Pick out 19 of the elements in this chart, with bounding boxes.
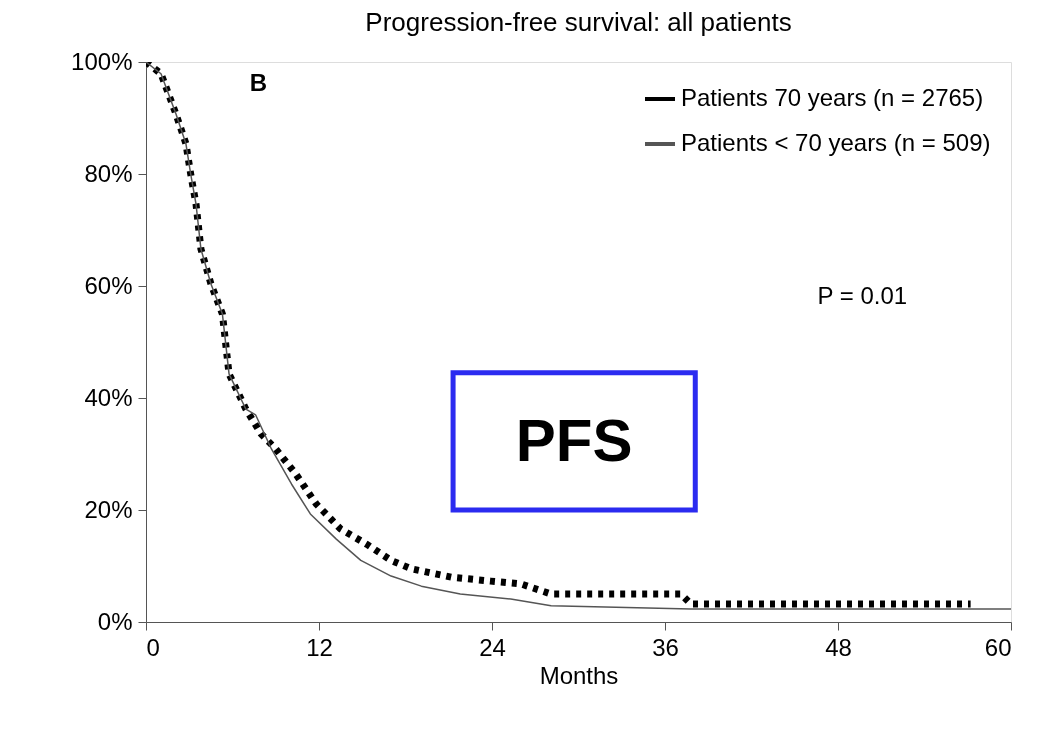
- x-tick-label: 24: [479, 633, 506, 661]
- y-tick-label: 20%: [84, 495, 133, 523]
- legend-label: Patients < 70 years (n = 509): [681, 129, 991, 156]
- annotation: P = 0.01: [817, 282, 908, 310]
- y-tick-label: 60%: [84, 271, 133, 299]
- x-tick-label: 12: [306, 633, 333, 661]
- chart-title: Progression-free survival: all patients: [365, 7, 792, 37]
- y-tick-label: 0%: [97, 607, 133, 635]
- x-axis-title: Months: [539, 661, 619, 689]
- legend-label: Patients 70 years (n = 2765): [681, 84, 984, 111]
- annotation: PFS: [515, 406, 633, 474]
- x-tick-label: 36: [652, 633, 679, 661]
- annotation: B: [249, 69, 268, 97]
- x-tick-label: 60: [984, 633, 1012, 661]
- x-tick-label: 48: [825, 633, 852, 661]
- x-tick-label: 0: [146, 633, 160, 661]
- y-tick-label: 40%: [84, 383, 133, 411]
- y-tick-label: 100%: [71, 47, 133, 75]
- y-tick-label: 80%: [84, 159, 133, 187]
